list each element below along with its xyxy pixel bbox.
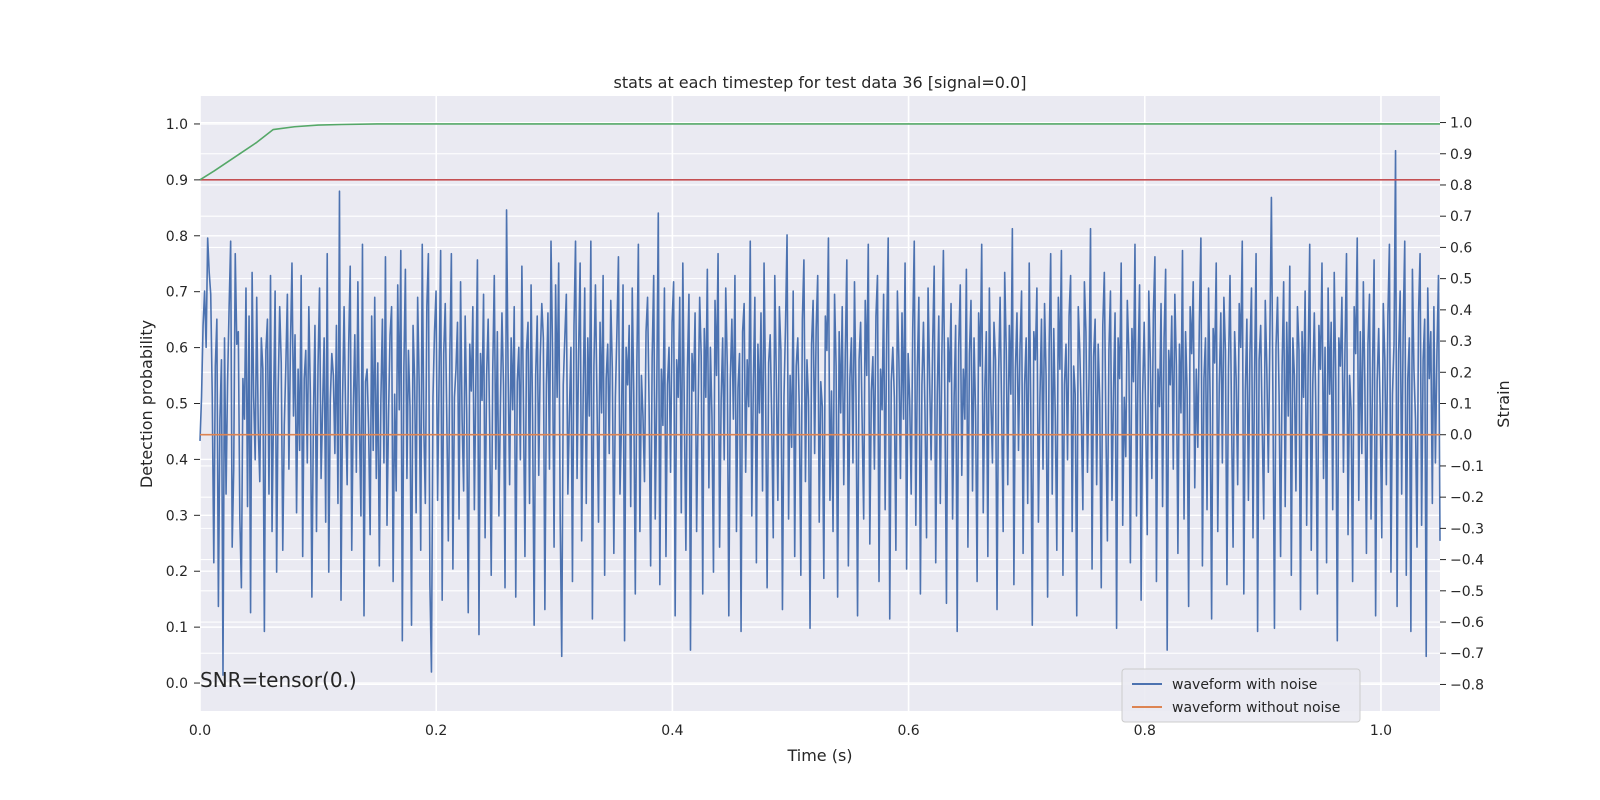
y-axis-title: Detection probability [137,320,156,488]
y-tick-label: 0.2 [166,564,188,580]
y-tick-label: 0.7 [166,285,188,301]
y2-tick-label: −0.5 [1450,584,1484,600]
y2-tick-label: −0.6 [1450,615,1484,631]
y2-tick-label: −0.8 [1450,677,1484,693]
chart-title: stats at each timestep for test data 36 … [614,73,1027,92]
x-tick-label: 0.2 [425,723,447,739]
y2-tick-label: −0.3 [1450,521,1484,537]
y2-tick-label: −0.7 [1450,646,1484,662]
y2-tick-label: −0.4 [1450,553,1484,569]
y-tick-label: 1.0 [166,117,188,133]
series-layer [199,123,1441,676]
y2-tick-label: 0.9 [1450,147,1472,163]
y-tick-label: 0.8 [166,229,188,245]
x-tick-label: 0.4 [661,723,683,739]
y-tick-label: 0.3 [166,508,188,524]
y2-tick-label: 0.3 [1450,334,1472,350]
y-tick-label: 0.5 [166,397,188,413]
y-tick-label: 0.1 [166,620,188,636]
y-axis-ticks: 0.0 0.1 0.2 0.3 0.4 0.5 0.6 0.7 0.8 0.9 1.0 [166,117,200,692]
series-line-series-2 [199,123,1440,181]
snr-annotation: SNR=tensor(0.) [200,668,357,692]
x-tick-label: 1.0 [1370,723,1392,739]
series-line-waveform-with-noise [199,149,1441,676]
y-tick-label: 0.6 [166,341,188,357]
x-axis-title: Time (s) [786,746,852,765]
y-tick-label: 0.4 [166,452,188,468]
x-tick-label: 0.0 [189,723,211,739]
y-tick-label: 0.9 [166,173,188,189]
legend-label-waveform-without-noise: waveform without noise [1172,700,1340,716]
y2-axis-ticks: −0.8 −0.7 −0.6 −0.5 −0.4 −0.3 −0.2 −0.1 0.0 0.1 0.… [1440,116,1484,693]
x-tick-label: 0.8 [1134,723,1156,739]
x-axis-ticks: 0.0 0.2 0.4 0.6 0.8 1.0 [189,723,1392,739]
y2-tick-label: 0.5 [1450,272,1472,288]
legend-label-waveform-with-noise: waveform with noise [1172,677,1317,693]
y-tick-label: 0.0 [166,676,188,692]
legend-box [1121,668,1361,723]
legend: waveform with noise waveform without noi… [1121,668,1361,723]
y2-tick-label: 1.0 [1450,116,1472,132]
y2-tick-label: 0.8 [1450,178,1472,194]
y2-axis-title: Strain [1494,380,1513,427]
y2-tick-label: 0.7 [1450,209,1472,225]
y2-tick-label: 0.1 [1450,397,1472,413]
y2-tick-label: 0.0 [1450,428,1472,444]
y2-tick-label: 0.6 [1450,240,1472,256]
y2-tick-label: −0.2 [1450,490,1484,506]
y2-tick-label: −0.1 [1450,459,1484,475]
y2-tick-label: 0.2 [1450,365,1472,381]
y2-tick-label: 0.4 [1450,303,1472,319]
x-tick-label: 0.6 [897,723,919,739]
